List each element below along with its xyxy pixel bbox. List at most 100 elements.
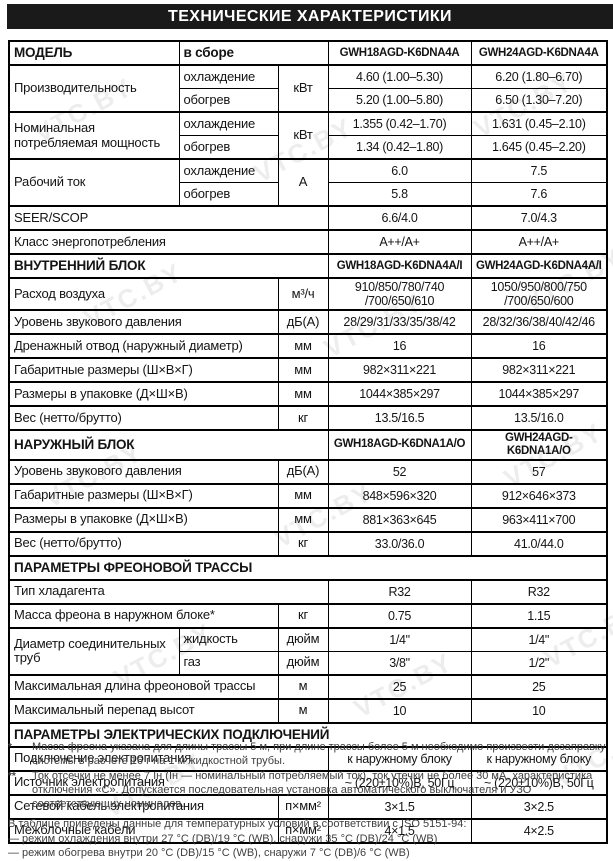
table-row: Производительность охлаждение кВт 4.60 (1.0…	[8, 64, 608, 113]
value-cell: 1050/950/800/750 /700/650/600	[470, 277, 608, 311]
table-row: Дренажный отвод (наружный диаметр) мм 16 16	[8, 333, 608, 359]
unit-cell: м	[277, 673, 329, 700]
table-row: Рабочий ток охлаждение А 6.0 7.5	[8, 158, 608, 207]
value-cell: 910/850/780/740 /700/650/610	[327, 277, 472, 311]
table-row: Межблочные кабели п×мм² 4×1.5 4×2.5	[8, 817, 608, 844]
footnote: * Масса фреона указана для длины трассы 5…	[8, 740, 608, 769]
value-cell: к наружному блоку	[470, 745, 608, 772]
value-cell: 6.0	[327, 158, 472, 183]
param-label-cell: Тип хладагента	[8, 578, 329, 605]
param-label-cell: Класс энергопотребления	[8, 229, 329, 255]
unit-cell: мм	[277, 506, 329, 533]
value-cell: 4.60 (1.00–5.30)	[327, 64, 472, 89]
footnote-marker: **	[8, 770, 16, 782]
param-label-cell: Подключение электропитания	[8, 745, 329, 772]
table-row: Номинальная потребляемая мощность охлажде…	[8, 111, 608, 160]
model-name-cell: GWH24AGD-K6DNA1A/O	[470, 429, 608, 461]
page-title: ТЕХНИЧЕСКИЕ ХАРАКТЕРИСТИКИ	[168, 8, 452, 25]
unit-cell: дБ(А)	[277, 458, 329, 485]
value-cell: 16	[470, 333, 608, 359]
value-cell: 16	[327, 333, 472, 359]
table-row: Уровень звукового давления дБ(А) 52 57	[8, 458, 608, 485]
value-cell: 52	[327, 458, 472, 485]
value-cell: 982×311×221	[470, 357, 608, 383]
value-cell: 1/2"	[470, 650, 608, 676]
conditions: В таблице приведены данные для температу…	[8, 817, 608, 860]
param-label-cell: Производительность	[8, 64, 180, 113]
param-label-cell: Размеры в упаковке (Д×Ш×В)	[8, 506, 279, 533]
footnote-text: Ток отсечки не менее 7 Iн (Iн — номиналь…	[32, 769, 593, 811]
param-label-cell: Габаритные размеры (Ш×В×Г)	[8, 357, 279, 383]
table-row: ПАРАМЕТРЫ ЭЛЕКТРИЧЕСКИХ ПОДКЛЮЧЕНИЙ	[8, 721, 608, 748]
sub-param-label-cell: обогрев	[178, 135, 279, 160]
value-cell: 41.0/44.0	[470, 530, 608, 557]
param-label-cell: Сетевой кабель электропитания	[8, 793, 279, 820]
table-row: Размеры в упаковке (Д×Ш×В) мм 881×363×645 9…	[8, 506, 608, 533]
sub-param-label-cell: обогрев	[178, 88, 279, 113]
model-name-cell: GWH24AGD-K6DNA4A/I	[470, 253, 608, 279]
table-row: Сетевой кабель электропитания п×мм² 3×1.5 3…	[8, 793, 608, 820]
value-cell: R32	[470, 578, 608, 605]
table-row: Габаритные размеры (Ш×В×Г) мм 848×596×320 9…	[8, 482, 608, 509]
column-header-cell: в сборе	[178, 40, 329, 66]
table-row: газ дюйм 3/8" 1/2"	[9, 650, 608, 676]
table-row: ВНУТРЕННИЙ БЛОК GWH18AGD-K6DNA4A/I GWH24AG…	[8, 253, 608, 279]
table-row: ПАРАМЕТРЫ ФРЕОНОВОЙ ТРАССЫ	[8, 554, 608, 581]
value-cell: 28/32/36/38/40/42/46	[470, 309, 608, 335]
value-cell: 912×646×373	[470, 482, 608, 509]
value-cell: 6.50 (1.30–7.20)	[470, 88, 608, 113]
value-cell: 1/4"	[327, 626, 472, 652]
param-label-cell: Масса фреона в наружном блоке*	[8, 602, 279, 629]
value-cell: 7.5	[470, 158, 608, 183]
unit-cell: п×мм²	[277, 817, 329, 844]
value-cell: 1/4"	[470, 626, 608, 652]
unit-cell: мм	[277, 357, 329, 383]
param-label-cell: Вес (нетто/брутто)	[8, 405, 279, 431]
param-label-cell: Вес (нетто/брутто)	[8, 530, 279, 557]
unit-cell: кВт	[277, 64, 329, 113]
unit-cell: А	[277, 158, 329, 207]
param-label-cell: Максимальная длина фреоновой трассы	[8, 673, 279, 700]
value-cell: 28/29/31/33/35/38/42	[327, 309, 472, 335]
unit-cell: дБ(А)	[277, 309, 329, 335]
table-row: Размеры в упаковке (Д×Ш×В) мм 1044×385×297…	[8, 381, 608, 407]
value-cell: 4×2.5	[470, 817, 608, 844]
table-row: обогрев 1.34 (0.42–1.80) 1.645 (0.45–2.20)	[9, 135, 608, 160]
value-cell: 848×596×320	[327, 482, 472, 509]
table-row: обогрев 5.8 7.6	[9, 182, 608, 207]
spec-table: МОДЕЛЬ в сборе GWH18AGD-K6DNA4A GWH24AGD-K6…	[8, 40, 609, 844]
table-row: Вес (нетто/брутто) кг 33.0/36.0 41.0/44.0	[8, 530, 608, 557]
unit-cell: кВт	[277, 111, 329, 160]
footnote-marker: *	[8, 742, 12, 753]
model-name-cell: GWH18AGD-K6DNA1A/O	[327, 429, 472, 461]
value-cell: 25	[470, 673, 608, 700]
value-cell: 13.5/16.0	[470, 405, 608, 431]
value-cell: 3/8"	[327, 650, 472, 676]
value-cell: 10	[470, 697, 608, 724]
value-cell: 13.5/16.5	[327, 405, 472, 431]
unit-cell: мм	[277, 333, 329, 359]
table-row: НАРУЖНЫЙ БЛОК GWH18AGD-K6DNA1A/O GWH24AGD-…	[8, 429, 608, 461]
value-cell: 25	[327, 673, 472, 700]
condition-line: — режим охлаждения внутри 27 °С (DB)/19 …	[8, 832, 438, 845]
unit-cell: м	[277, 697, 329, 724]
table-row: Максимальная длина фреоновой трассы м 25 25	[8, 673, 608, 700]
page-title-bar: ТЕХНИЧЕСКИЕ ХАРАКТЕРИСТИКИ	[7, 4, 613, 29]
value-cell: 1.631 (0.45–2.10)	[470, 111, 608, 136]
sub-param-label-cell: газ	[178, 650, 279, 676]
value-cell: 7.0/4.3	[470, 205, 608, 231]
value-cell: 982×311×221	[327, 357, 472, 383]
footnote-list: * Масса фреона указана для длины трассы 5…	[8, 740, 608, 811]
unit-cell: мм	[277, 482, 329, 509]
unit-cell: дюйм	[277, 626, 329, 652]
value-cell: 33.0/36.0	[327, 530, 472, 557]
value-cell: 3×1.5	[327, 793, 472, 820]
table-row: МОДЕЛЬ в сборе GWH18AGD-K6DNA4A GWH24AGD-K6…	[8, 40, 608, 66]
value-cell: A++/A+	[470, 229, 608, 255]
param-label-cell: Номинальная потребляемая мощность	[8, 111, 180, 160]
value-cell: 1.645 (0.45–2.20)	[470, 135, 608, 160]
section-header-cell: ПАРАМЕТРЫ ЭЛЕКТРИЧЕСКИХ ПОДКЛЮЧЕНИЙ	[8, 721, 608, 748]
param-label-cell: Расход воздуха	[8, 277, 279, 311]
value-cell: 5.8	[327, 182, 472, 207]
sub-param-label-cell: охлаждение	[178, 158, 279, 183]
